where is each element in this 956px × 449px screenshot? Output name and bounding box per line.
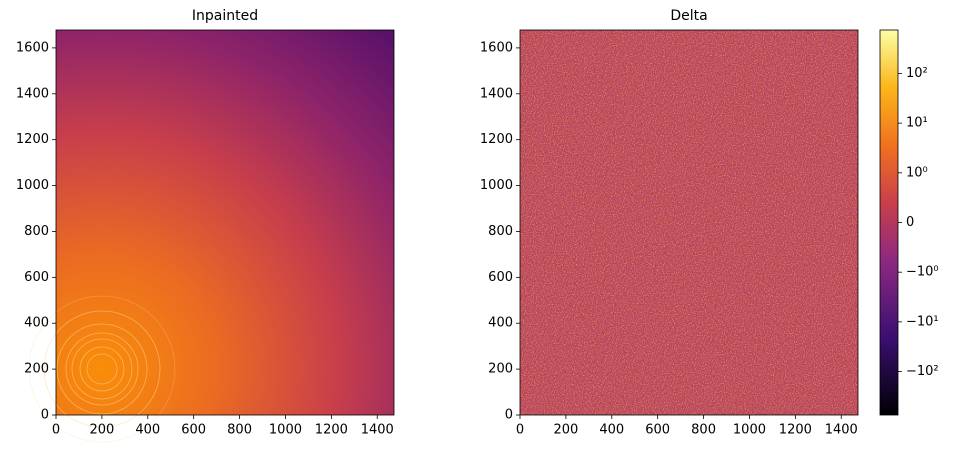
x-tick-label: 600 xyxy=(181,423,206,438)
x-tick-label: 1400 xyxy=(361,423,394,438)
x-tick-label: 800 xyxy=(691,423,716,438)
chart-title: Inpainted xyxy=(192,8,258,24)
y-tick-label: 200 xyxy=(488,362,513,377)
chart-title: Delta xyxy=(670,8,707,24)
x-tick-label: 400 xyxy=(135,423,160,438)
inpainted-image xyxy=(28,30,394,443)
axes-frame xyxy=(519,29,859,416)
x-tick-label: 1200 xyxy=(315,423,348,438)
y-tick-label: 1600 xyxy=(480,40,513,55)
colorbar-tick-label: 0 xyxy=(906,215,914,230)
x-tick-label: 1000 xyxy=(733,423,766,438)
y-tick-label: 1400 xyxy=(480,86,513,101)
y-tick-label: 600 xyxy=(24,270,49,285)
y-tick-label: 1600 xyxy=(16,40,49,55)
y-tick-label: 400 xyxy=(24,316,49,331)
y-tick-label: 0 xyxy=(41,408,49,423)
y-tick-label: 1200 xyxy=(480,132,513,147)
x-tick-label: 1200 xyxy=(779,423,812,438)
colorbar-tick-label: −10⁰ xyxy=(906,265,939,280)
colorbar-tick-label: 10² xyxy=(906,66,928,81)
x-tick-label: 0 xyxy=(516,423,524,438)
y-tick-label: 1000 xyxy=(16,178,49,193)
colorbar-tick-label: 10¹ xyxy=(906,116,928,131)
y-tick-label: 400 xyxy=(488,316,513,331)
x-tick-label: 600 xyxy=(645,423,670,438)
y-tick-label: 600 xyxy=(488,270,513,285)
colorbar xyxy=(879,29,899,416)
y-tick-label: 0 xyxy=(505,408,513,423)
x-tick-label: 1000 xyxy=(269,423,302,438)
y-tick-label: 1200 xyxy=(16,132,49,147)
x-tick-label: 1400 xyxy=(825,423,858,438)
delta-image xyxy=(520,30,858,415)
colorbar-tick-label: 10⁰ xyxy=(906,165,928,180)
axes-frame xyxy=(55,29,395,416)
y-tick-label: 800 xyxy=(488,224,513,239)
x-tick-label: 400 xyxy=(599,423,624,438)
x-tick-label: 0 xyxy=(52,423,60,438)
colorbar-tick-label: −10² xyxy=(906,364,939,379)
y-tick-label: 1000 xyxy=(480,178,513,193)
x-tick-label: 200 xyxy=(553,423,578,438)
y-tick-label: 800 xyxy=(24,224,49,239)
y-tick-label: 1400 xyxy=(16,86,49,101)
x-tick-label: 800 xyxy=(227,423,252,438)
x-tick-label: 200 xyxy=(89,423,114,438)
y-tick-label: 200 xyxy=(24,362,49,377)
colorbar-tick-label: −10¹ xyxy=(906,314,939,329)
